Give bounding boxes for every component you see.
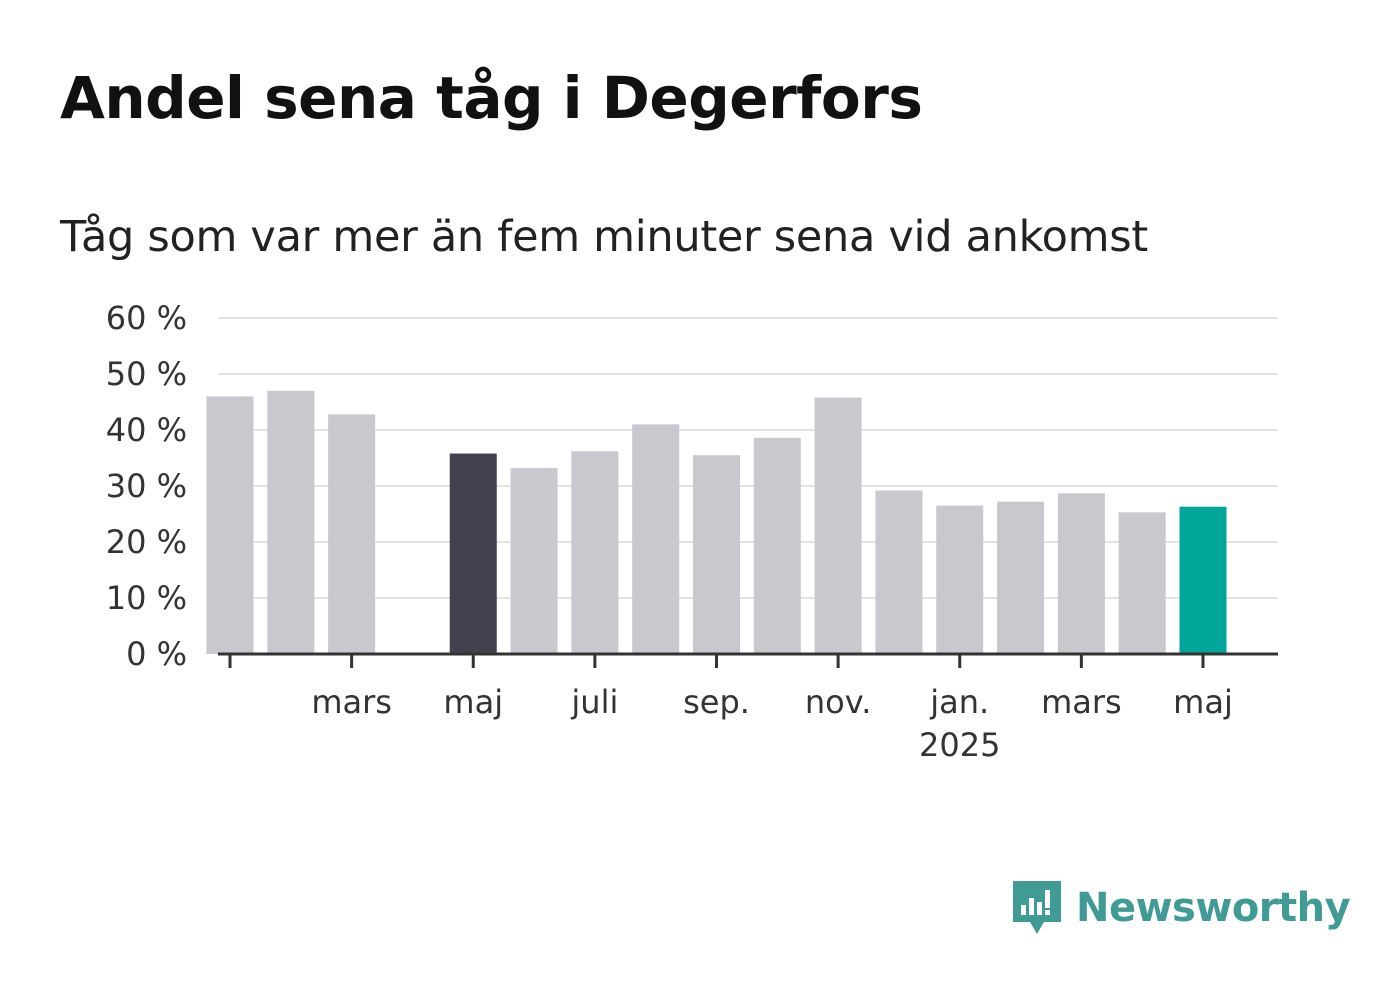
bar [1118,512,1166,654]
logo-text: Newsworthy [1076,885,1351,931]
y-tick-label: 10 % [106,579,187,617]
chart-title: Andel sena tåg i Degerfors [60,64,923,132]
bar [267,390,315,654]
newsworthy-logo: Newsworthy [1010,878,1351,938]
x-tick-label: maj [443,683,503,721]
y-tick-label: 30 % [106,467,187,505]
bar [328,414,376,654]
x-tick-label: mars [1041,683,1122,721]
x-tick-label: maj [1173,683,1233,721]
x-tick-label: nov. [805,683,871,721]
y-tick-label: 50 % [106,355,187,393]
x-axis [218,652,1278,668]
bar [753,437,801,654]
x-tick-label: jan. [929,683,989,721]
bar [449,453,497,654]
bar [693,455,740,654]
x-tick-year-label: 2025 [919,726,1000,764]
x-tick-label: sep. [683,683,750,721]
bar [571,451,619,654]
grid-lines [218,317,1278,599]
bar [936,505,984,654]
bar [997,501,1045,654]
bar [632,424,680,654]
newsworthy-logo-icon [1013,881,1061,934]
chart-subtitle: Tåg som var mer än fem minuter sena vid … [60,212,1148,262]
bar [875,490,923,654]
y-axis-labels: 0 % 10 % 20 % 30 % 40 % 50 % 60 % [106,299,187,673]
x-axis-labels: mars maj juli sep. nov. jan. 2025 mars maj [311,683,1233,764]
bar [814,397,862,654]
y-tick-label: 0 % [126,635,187,673]
bar [206,396,254,654]
bars [206,390,1227,654]
bar [1179,506,1227,654]
y-tick-label: 60 % [106,299,187,337]
y-tick-label: 20 % [106,523,187,561]
bar [1057,493,1105,654]
x-tick-label: juli [570,683,618,721]
y-tick-label: 40 % [106,411,187,449]
bar [510,468,558,654]
x-tick-label: mars [311,683,392,721]
